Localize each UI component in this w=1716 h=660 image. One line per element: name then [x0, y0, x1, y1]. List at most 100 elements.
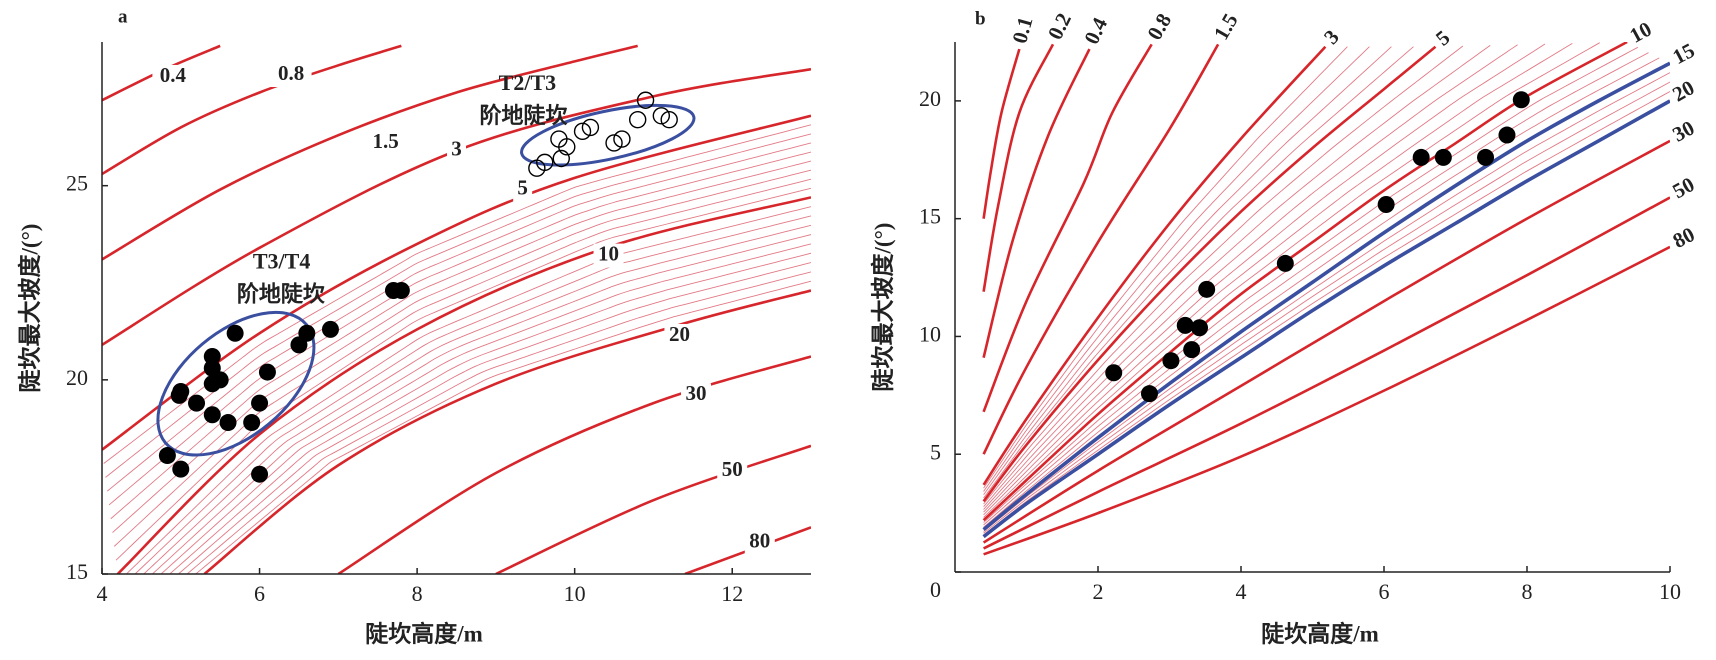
- thin-contour: [105, 133, 811, 478]
- contour-label: 1.5: [1209, 9, 1243, 44]
- thin-contour: [983, 57, 1660, 528]
- thin-contour: [983, 46, 1414, 499]
- label-bg: [152, 64, 194, 89]
- label-bg: [680, 383, 711, 408]
- point: [251, 465, 269, 483]
- annotation: 阶地陡坎: [237, 281, 325, 306]
- label-bg: [513, 177, 533, 202]
- contour-line: [982, 48, 1021, 219]
- point: [1276, 254, 1294, 272]
- y-axis-label: 陡坎最大坡度/(°): [869, 223, 895, 392]
- contour-line: [982, 45, 1327, 486]
- contour-line: [102, 67, 811, 346]
- contour-label: 80: [749, 529, 770, 553]
- annotation: T2/T3: [499, 70, 556, 95]
- label-bg: [365, 130, 407, 155]
- contour-line: [116, 196, 811, 574]
- contour-line: [203, 289, 811, 574]
- point: [1198, 280, 1216, 298]
- thin-contour: [178, 262, 811, 574]
- panel-label: a: [118, 6, 128, 27]
- thin-contour: [186, 271, 811, 574]
- contour-line: [102, 44, 639, 261]
- x-tick-label: 12: [721, 581, 743, 606]
- thin-contour: [169, 252, 811, 574]
- open-point: [558, 138, 576, 156]
- point: [392, 282, 410, 300]
- contour-label: 20: [669, 322, 690, 346]
- thin-contour: [134, 215, 811, 574]
- contour-line: [982, 48, 1091, 358]
- thin-contour: [983, 46, 1639, 523]
- thin-contour: [983, 72, 1670, 532]
- thin-contour: [983, 46, 1348, 489]
- label-bg: [744, 530, 775, 555]
- panel-label: b: [975, 8, 986, 29]
- contour-line: [982, 139, 1670, 544]
- contour-line: [983, 245, 1670, 556]
- open-point: [652, 107, 671, 125]
- point: [258, 363, 276, 381]
- y-tick-label: 20: [919, 86, 941, 111]
- contour-label: 3: [451, 137, 462, 161]
- contour-label: 30: [685, 381, 706, 405]
- y-tick-label: 0: [930, 577, 941, 602]
- y-tick-label: 15: [66, 559, 88, 584]
- thin-contour: [983, 42, 1600, 518]
- label-bg: [593, 243, 624, 268]
- thin-contour: [143, 224, 811, 574]
- contour-line: [982, 42, 1628, 522]
- point: [172, 460, 190, 478]
- thin-contour: [160, 243, 811, 574]
- thin-contour: [983, 42, 1573, 516]
- x-tick-label: 2: [1093, 579, 1104, 604]
- x-tick-label: 10: [564, 581, 586, 606]
- plot-area: [982, 42, 1670, 556]
- thin-contour: [126, 206, 811, 574]
- x-tick-label: 8: [1522, 579, 1533, 604]
- point: [170, 386, 188, 404]
- point: [1434, 148, 1452, 166]
- thin-contour: [983, 91, 1670, 536]
- point: [1105, 364, 1123, 382]
- contour-line: [982, 99, 1670, 539]
- point: [158, 447, 176, 465]
- contour-label: 0.1: [1007, 14, 1037, 46]
- annotation: 阶地陡坎: [479, 103, 567, 128]
- x-tick-label: 8: [412, 581, 423, 606]
- point: [203, 348, 221, 366]
- thin-contour: [983, 52, 1649, 526]
- point: [188, 394, 206, 412]
- label-bg: [447, 138, 466, 163]
- contour-line: [982, 43, 1055, 292]
- x-tick-label: 4: [1236, 579, 1247, 604]
- point: [1191, 319, 1209, 337]
- thin-contour: [113, 178, 811, 547]
- contour-line: [982, 61, 1670, 531]
- label-bg: [270, 63, 312, 88]
- label-bg: [717, 459, 748, 484]
- point: [219, 414, 237, 432]
- thin-contour: [983, 45, 1464, 505]
- open-point: [660, 110, 678, 129]
- thin-contour: [983, 45, 1491, 508]
- open-point: [581, 118, 600, 137]
- thin-contour: [115, 187, 811, 561]
- thin-contour: [983, 44, 1518, 510]
- label-bg: [664, 323, 695, 348]
- point: [1477, 148, 1495, 166]
- thin-contour: [112, 169, 811, 533]
- contour-line: [982, 43, 1220, 455]
- x-tick-label: 6: [254, 581, 265, 606]
- y-axis-label: 陡坎最大坡度/(°): [16, 224, 42, 393]
- x-axis-label: 陡坎高度/m: [1261, 620, 1379, 646]
- group-ellipse: [156, 310, 316, 457]
- point: [1140, 385, 1158, 403]
- point: [1183, 341, 1201, 359]
- contour-line: [982, 45, 1437, 503]
- contour-label: 10: [598, 241, 619, 265]
- x-tick-label: 4: [97, 581, 108, 606]
- contour-label: 50: [722, 457, 743, 481]
- x-axis-label: 陡坎高度/m: [365, 620, 483, 646]
- contour-label: 10: [1626, 17, 1656, 48]
